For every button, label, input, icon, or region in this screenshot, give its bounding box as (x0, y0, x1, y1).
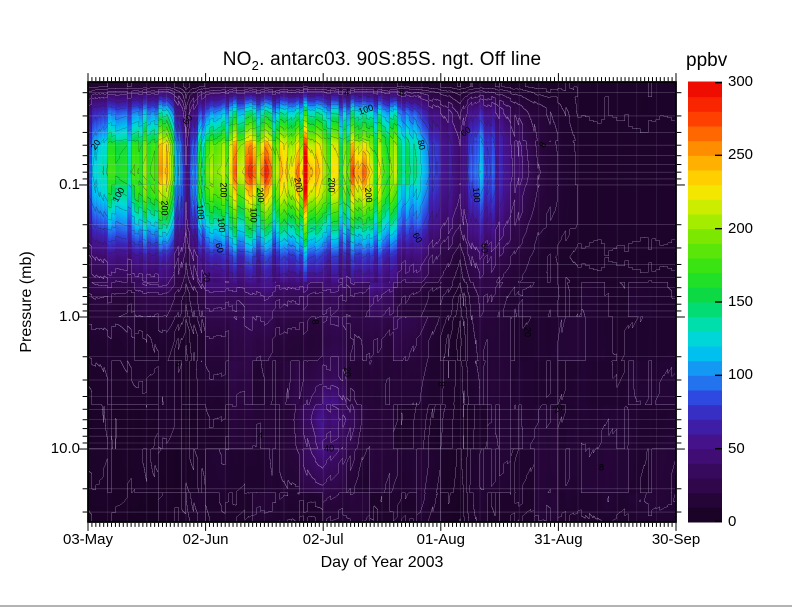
contour-label: 100 (248, 207, 259, 223)
contour-label: 100 (470, 187, 483, 204)
contour-label: 40 (324, 443, 335, 454)
contour-label: 4 (175, 359, 181, 370)
x-tick-label: 03-May (62, 531, 114, 548)
y-axis-title: Pressure (mb) (18, 251, 35, 353)
contour-label: 200 (255, 187, 267, 204)
contour-label: 200 (363, 187, 375, 204)
title-subscript: 2 (251, 57, 260, 73)
contour-label: 200 (159, 200, 170, 216)
contour-label: 100 (216, 216, 228, 233)
x-axis-title: Day of Year 2003 (320, 554, 444, 571)
colorbar-unit-label: ppbv (686, 50, 728, 71)
y-tick-label: 0.1 (59, 175, 80, 193)
colorbar-tick-label: 100 (728, 366, 754, 384)
colorbar-tick-label: 0 (728, 513, 737, 530)
contour-label: 8 (599, 462, 605, 473)
contour-label: 200 (218, 182, 229, 198)
x-tick-label: 30-Sep (651, 531, 701, 548)
colorbar-tick-label: 250 (728, 146, 754, 164)
contour-label: 4 (257, 430, 263, 441)
contour-label: 8 (399, 87, 405, 98)
contour-label: 4 (344, 87, 350, 98)
contour-label: 20 (522, 327, 533, 338)
title-text: . antarc03. 90S:85S. ngt. Off line (259, 49, 542, 70)
x-tick-label: 01-Aug (416, 531, 465, 548)
contour-label: 8 (436, 380, 447, 387)
colorbar-tick-label: 300 (728, 73, 754, 90)
x-tick-label: 02-Jul (302, 531, 344, 548)
x-tick-label: 31-Aug (534, 531, 583, 548)
chart-title: NO2. antarc03. 90S:85S. ngt. Off line (88, 49, 676, 73)
contour-label: 20 (201, 272, 212, 283)
contour-label: 80 (415, 139, 428, 151)
y-tick-label: 10.0 (50, 440, 80, 458)
contour-label: 100 (194, 203, 206, 220)
bottom-rule (0, 605, 792, 607)
title-species: NO (222, 49, 252, 70)
contour-label: 60 (479, 242, 490, 253)
y-tick-label: 1.0 (59, 308, 80, 325)
colorbar-tick-label: 50 (728, 439, 745, 457)
colorbar-tick-label: 200 (728, 219, 754, 237)
colorbar-tick-label: 150 (728, 293, 754, 310)
x-tick-label: 02-Jun (182, 531, 229, 548)
contour-label: 200 (291, 176, 305, 194)
contour-label: 200 (326, 177, 337, 193)
contour-label: 20 (341, 366, 353, 378)
